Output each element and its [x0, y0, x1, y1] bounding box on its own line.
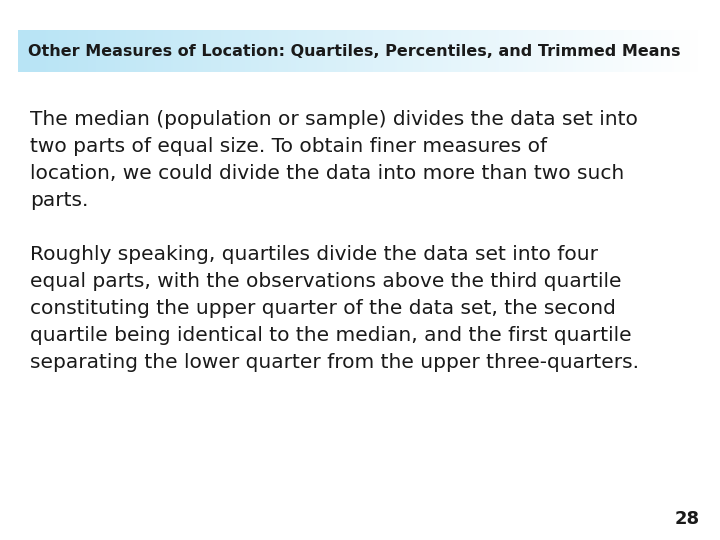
Text: location, we could divide the data into more than two such: location, we could divide the data into … — [30, 164, 624, 183]
Text: 28: 28 — [675, 510, 700, 528]
Text: two parts of equal size. To obtain finer measures of: two parts of equal size. To obtain finer… — [30, 137, 547, 156]
Text: quartile being identical to the median, and the first quartile: quartile being identical to the median, … — [30, 326, 631, 345]
Text: Other Measures of Location: Quartiles, Percentiles, and Trimmed Means: Other Measures of Location: Quartiles, P… — [28, 44, 681, 58]
Text: The median (population or sample) divides the data set into: The median (population or sample) divide… — [30, 110, 638, 129]
Text: equal parts, with the observations above the third quartile: equal parts, with the observations above… — [30, 272, 621, 291]
Text: parts.: parts. — [30, 191, 89, 210]
Text: separating the lower quarter from the upper three-quarters.: separating the lower quarter from the up… — [30, 353, 639, 372]
Text: Roughly speaking, quartiles divide the data set into four: Roughly speaking, quartiles divide the d… — [30, 245, 598, 264]
Text: constituting the upper quarter of the data set, the second: constituting the upper quarter of the da… — [30, 299, 616, 318]
